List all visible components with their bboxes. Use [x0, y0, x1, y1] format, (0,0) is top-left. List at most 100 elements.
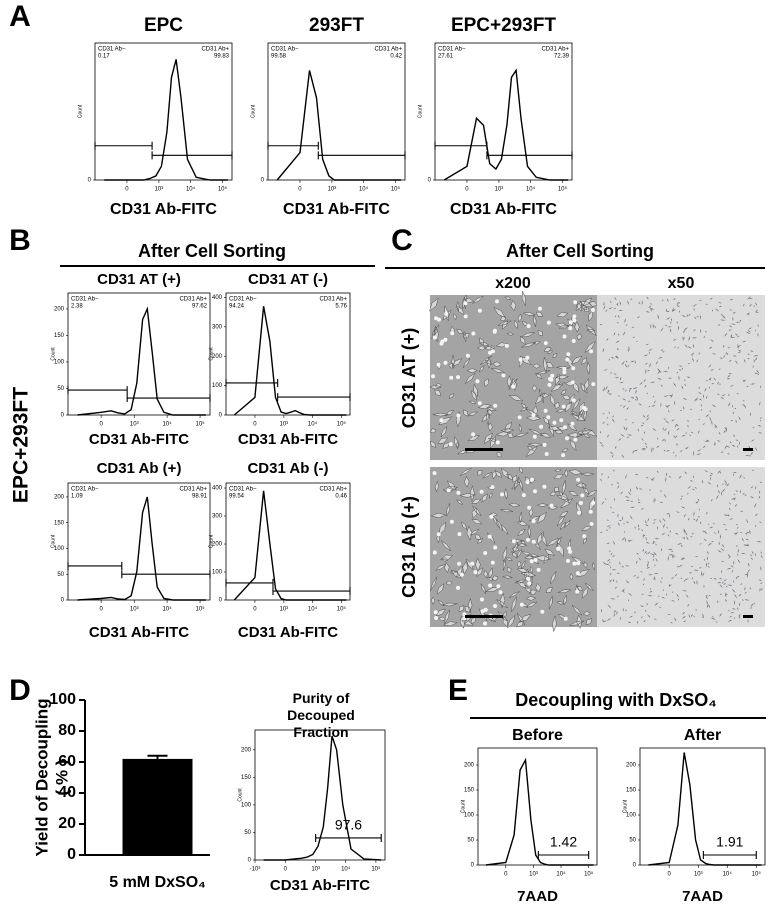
micrograph: [597, 467, 765, 627]
y-tick-label: 200: [54, 306, 65, 312]
plot-frame: [94, 42, 233, 181]
gate-value: 98.91: [192, 494, 208, 500]
chart-title: CD31 Ab (-): [247, 460, 328, 477]
x-tick-label: 10³: [280, 422, 289, 428]
y-tick-label: 0: [633, 863, 637, 869]
histogram-curve: [648, 752, 762, 866]
chart-title: EPC: [144, 15, 183, 36]
y-axis-label: Count: [50, 534, 56, 548]
gate-name: CD31 Ab+: [319, 297, 347, 303]
y-tick-label: 0: [428, 178, 432, 184]
x-tick-label: 10³: [155, 187, 164, 193]
gate: [121, 570, 211, 579]
plot-frame: [477, 747, 598, 866]
x-tick-label: 10⁴: [341, 866, 351, 873]
gate: [67, 386, 128, 395]
gate-value: 5.76: [335, 304, 347, 310]
x-tick-label: 10⁵: [391, 186, 401, 193]
y-tick-label: 150: [626, 788, 637, 794]
x-tick-label: 0: [465, 187, 469, 193]
y-tick-label: 0: [67, 846, 76, 863]
panel-letter: C: [391, 224, 413, 257]
y-tick-label: 0: [61, 413, 65, 419]
gate: [537, 851, 590, 859]
y-axis-label: Count: [208, 347, 214, 361]
y-tick-label: 50: [467, 838, 474, 844]
panel-letter: E: [448, 674, 468, 707]
x-tick-label: 10³: [130, 607, 139, 613]
y-axis-label: Count: [460, 799, 466, 813]
gate-value: 97.62: [192, 304, 208, 310]
row-label: EPC+293FT: [10, 387, 33, 503]
scale-bar: [743, 448, 753, 451]
plot-frame: [225, 292, 351, 416]
x-tick-label: 10⁴: [308, 606, 318, 613]
y-tick-label: 60: [58, 753, 76, 770]
y-tick-label: 0: [219, 598, 223, 604]
gate-name: CD31 Ab+: [374, 47, 402, 53]
panel-header: Decoupling with DxSO₄: [515, 690, 717, 710]
gate-value: 99.58: [271, 54, 287, 60]
y-tick-label: 100: [49, 691, 76, 708]
y-tick-label: 400: [212, 295, 223, 301]
y-axis-label: Count: [417, 104, 423, 118]
panel-letter: B: [9, 224, 31, 257]
gate-name: CD31 Ab−: [98, 47, 126, 53]
y-tick-label: 150: [241, 775, 252, 781]
bright-cells: [431, 299, 596, 458]
y-tick-label: 0: [248, 858, 252, 864]
x-tick-label: 10⁵: [752, 871, 762, 878]
histogram-curve: [276, 70, 401, 181]
x-axis-label: CD31 Ab-FITC: [89, 624, 189, 641]
y-tick-label: 50: [57, 386, 64, 392]
plot-frame: [254, 729, 386, 861]
gate-name: CD31 Ab+: [179, 487, 207, 493]
x-tick-label: 10⁵: [558, 186, 568, 193]
y-tick-label: 200: [212, 354, 223, 360]
y-tick-label: 300: [212, 514, 223, 520]
bar: [122, 758, 193, 855]
gate-percent: 1.91: [716, 834, 743, 850]
y-tick-label: 100: [54, 360, 65, 366]
y-tick-label: 200: [241, 747, 252, 753]
histogram-curve: [263, 735, 382, 861]
x-tick-label: 10⁴: [556, 871, 566, 878]
gate-name: CD31 Ab−: [438, 47, 466, 53]
gate: [702, 851, 757, 859]
gate: [277, 393, 351, 402]
y-tick-label: 200: [212, 542, 223, 548]
scale-bar: [743, 615, 753, 618]
y-axis-label: Count: [208, 534, 214, 548]
gate: [434, 141, 488, 150]
y-tick-label: 200: [464, 763, 475, 769]
chart-title: After: [684, 727, 721, 744]
y-tick-label: 50: [57, 572, 64, 578]
y-tick-label: 0: [261, 178, 265, 184]
panel-letter: A: [9, 0, 31, 33]
x-axis-label: CD31 Ab-FITC: [270, 877, 370, 894]
chart-title: CD31 AT (+): [97, 271, 181, 288]
x-axis-label: 7AAD: [682, 888, 723, 905]
gate: [225, 578, 274, 587]
x-axis-label: CD31 Ab-FITC: [89, 431, 189, 448]
histogram-curve: [77, 496, 206, 601]
gate: [267, 141, 319, 150]
plot-frame: [639, 747, 766, 866]
gate-name: CD31 Ab+: [179, 297, 207, 303]
y-tick-label: 50: [244, 830, 251, 836]
y-tick-label: 150: [464, 788, 475, 794]
y-axis-label: Count: [250, 104, 256, 118]
gate-percent: 97.6: [335, 817, 362, 833]
chart-title: CD31 Ab (+): [97, 460, 182, 477]
x-tick-label: 10⁵: [337, 421, 347, 428]
y-axis-label: Yield of Decoupling: [32, 698, 51, 856]
x-axis-label: CD31 Ab-FITC: [110, 201, 217, 218]
gate: [317, 151, 406, 160]
y-tick-label: 0: [219, 413, 223, 419]
cells: [430, 466, 599, 633]
x-tick-label: 0: [99, 422, 103, 428]
x-tick-label: 10⁴: [162, 606, 172, 613]
y-tick-label: 0: [88, 178, 92, 184]
